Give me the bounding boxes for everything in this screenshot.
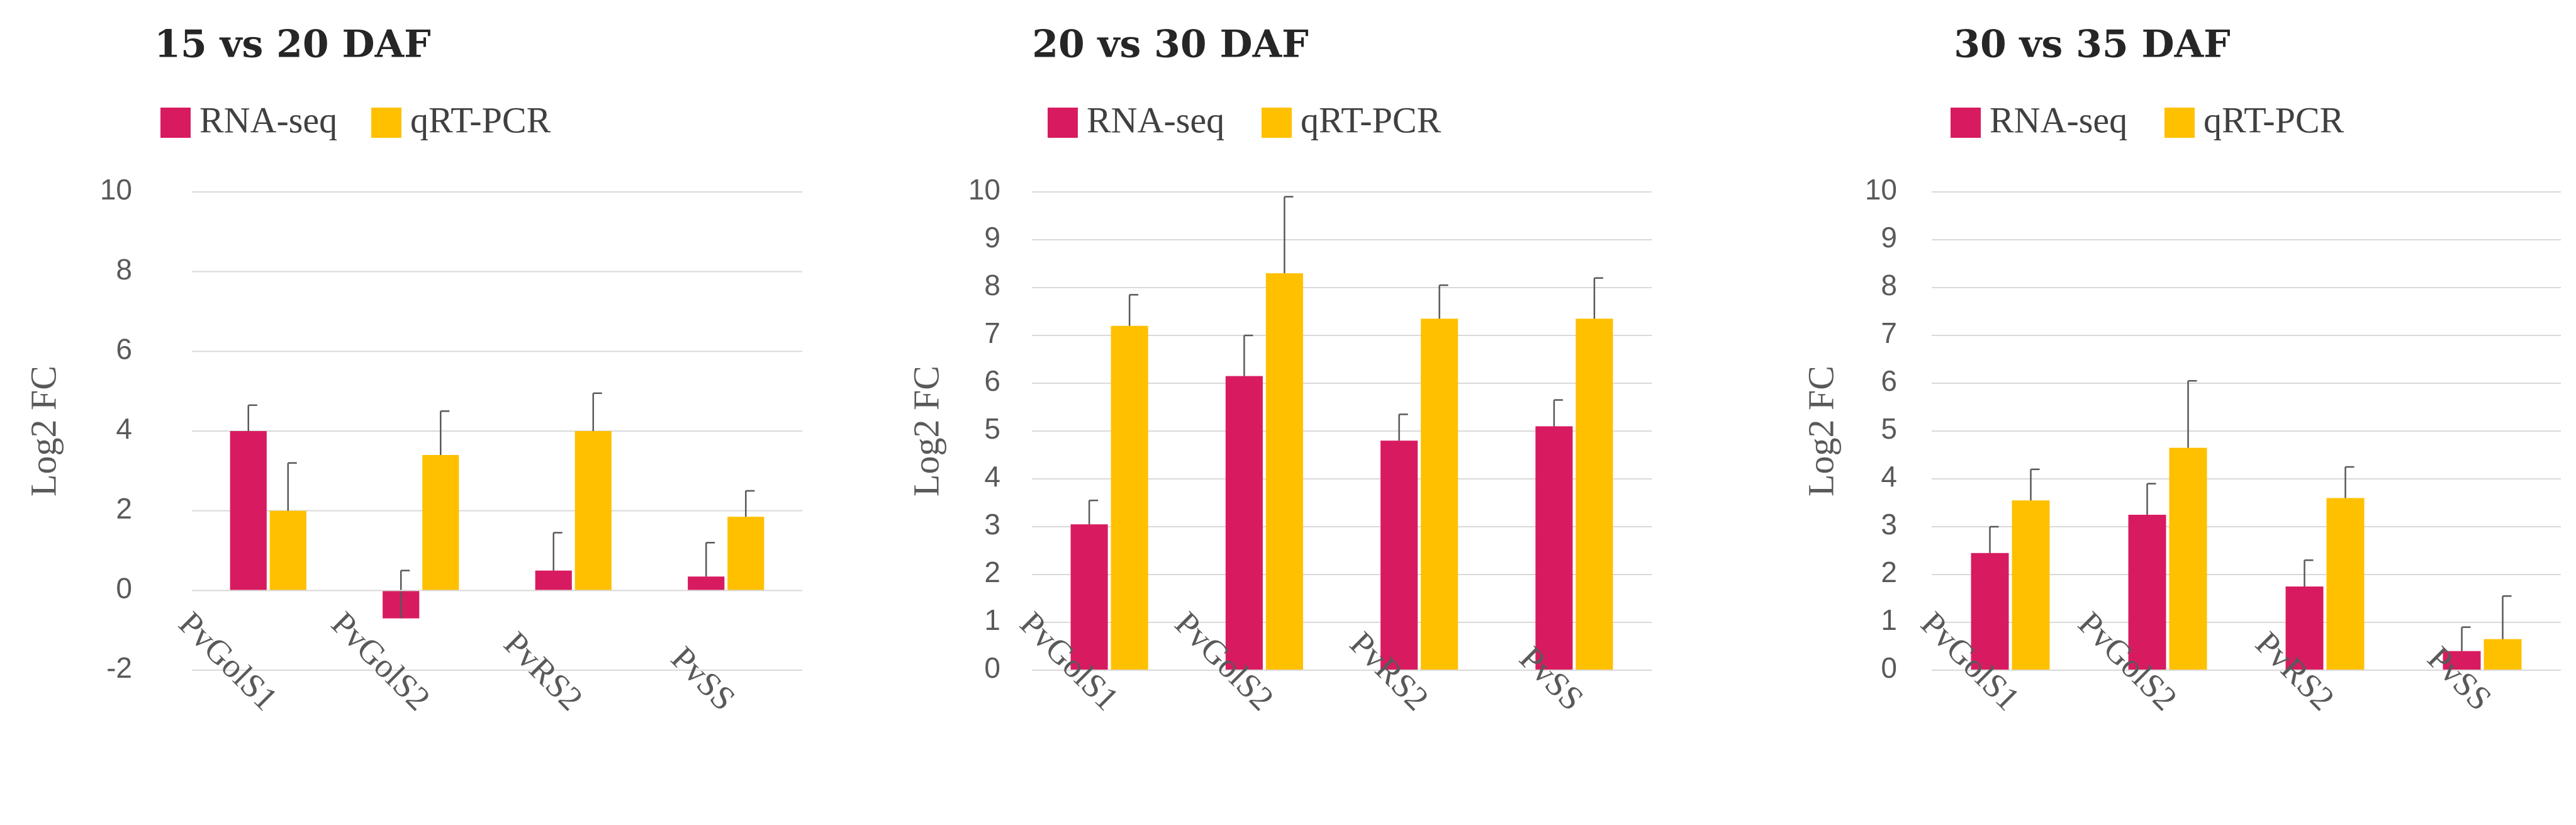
bar-rna-seq-pvrs2 [535, 570, 572, 591]
y-axis-label: Log2 FC [1800, 366, 1841, 497]
y-tick-label: 3 [1881, 508, 1897, 541]
y-tick-label: 10 [968, 173, 1000, 206]
y-tick-label: 1 [1881, 603, 1897, 636]
y-tick-label: 4 [116, 412, 132, 445]
x-tick-label: PvGolS2 [324, 604, 437, 717]
y-tick-label: 2 [116, 492, 132, 525]
x-tick-label: PvGolS1 [1913, 604, 2027, 717]
y-tick-label: 6 [116, 332, 132, 365]
y-tick-label: 4 [984, 460, 1000, 493]
y-tick-label: 0 [116, 571, 132, 604]
legend-label: RNA-seq [1087, 99, 1224, 140]
bar-qrt-pcr-pvgols1 [1111, 325, 1148, 670]
bar-rna-seq-pvrs2 [1380, 441, 1418, 670]
y-tick-label: 5 [1881, 412, 1897, 445]
y-axis-label: Log2 FC [905, 366, 946, 497]
bar-qrt-pcr-pvrs2 [574, 431, 612, 591]
y-tick-label: 4 [1881, 460, 1897, 493]
y-tick-label: 0 [1881, 651, 1897, 684]
bar-rna-seq-pvss [1535, 426, 1573, 670]
legend-label: qRT-PCR [1301, 99, 1442, 140]
bar-qrt-pcr-pvgols2 [2169, 447, 2207, 670]
bar-qrt-pcr-pvgols1 [2012, 500, 2050, 670]
bar-qrt-pcr-pvrs2 [1421, 318, 1459, 670]
legend-label: RNA-seq [1990, 99, 2127, 140]
chart-title: 15 vs 20 DAF [154, 23, 430, 67]
y-tick-label: 5 [984, 412, 1000, 445]
y-tick-label: 7 [984, 317, 1000, 349]
y-tick-label: 10 [100, 173, 132, 206]
bar-qrt-pcr-pvgols2 [422, 455, 459, 591]
legend-label: qRT-PCR [410, 99, 551, 140]
chart-1: 15 vs 20 DAF RNA-seq qRT-PCR Log2 FC -2 0 2 4 6 8… [23, 23, 802, 718]
bar-qrt-pcr-pvss [2484, 639, 2522, 670]
y-tick-label: 2 [984, 556, 1000, 588]
y-tick-label: 8 [1881, 269, 1897, 301]
bar-qrt-pcr-pvrs2 [2326, 498, 2365, 670]
legend-swatch-rna-seq [1951, 108, 1981, 138]
y-tick-label: 8 [116, 253, 132, 286]
chart-title: 20 vs 30 DAF [1032, 23, 1308, 67]
x-tick-label: PvGolS2 [2071, 604, 2184, 717]
chart-title: 30 vs 35 DAF [1954, 23, 2230, 67]
y-tick-label: 0 [984, 651, 1000, 684]
bar-qrt-pcr-pvgols1 [269, 510, 306, 591]
bar-rna-seq-pvss [2443, 651, 2481, 670]
bar-rna-seq-pvgols2 [2128, 515, 2166, 670]
bar-rna-seq-pvgols1 [1070, 524, 1108, 670]
y-tick-label: 1 [984, 603, 1000, 636]
y-tick-label: 10 [1865, 173, 1897, 206]
x-tick-label: PvGolS1 [172, 604, 285, 717]
bar-qrt-pcr-pvss [1576, 318, 1613, 670]
x-tick-label: PvGolS1 [1013, 604, 1126, 717]
bar-rna-seq-pvss [688, 576, 725, 591]
y-tick-label: 9 [984, 221, 1000, 254]
chart-2: 20 vs 30 DAF RNA-seq qRT-PCR Log2 FC 0 1 2 3 4 5 6… [905, 23, 1652, 718]
bar-qrt-pcr-pvgols2 [1265, 273, 1303, 670]
bar-rna-seq-pvgols1 [1971, 553, 2009, 670]
y-tick-label: 6 [984, 364, 1000, 397]
bar-qrt-pcr-pvss [727, 517, 764, 591]
y-tick-label: 2 [1881, 556, 1897, 588]
y-tick-label: -2 [106, 651, 132, 684]
bar-rna-seq-pvrs2 [2285, 586, 2324, 670]
y-tick-label: 6 [1881, 364, 1897, 397]
legend-swatch-qrt-pcr [371, 108, 401, 138]
y-tick-label: 7 [1881, 317, 1897, 349]
y-tick-label: 9 [1881, 221, 1897, 254]
y-tick-label: 3 [984, 508, 1000, 541]
legend-swatch-qrt-pcr [2164, 108, 2195, 138]
bar-rna-seq-pvgols2 [1225, 376, 1263, 670]
bar-rna-seq-pvgols1 [230, 431, 267, 591]
chart-3: 30 vs 35 DAF RNA-seq qRT-PCR Log2 FC 0 1 2 3 4 5 6… [1800, 23, 2561, 718]
legend-swatch-rna-seq [1048, 108, 1078, 138]
legend-label: RNA-seq [199, 99, 337, 140]
y-tick-label: 8 [984, 269, 1000, 301]
x-tick-label: PvGolS2 [1168, 604, 1281, 717]
legend-label: qRT-PCR [2204, 99, 2344, 140]
x-tick-label: PvSS [664, 639, 742, 717]
x-tick-label: PvRS2 [496, 624, 590, 718]
y-axis-label: Log2 FC [23, 366, 64, 497]
legend-swatch-rna-seq [160, 108, 191, 138]
legend-swatch-qrt-pcr [1262, 108, 1292, 138]
